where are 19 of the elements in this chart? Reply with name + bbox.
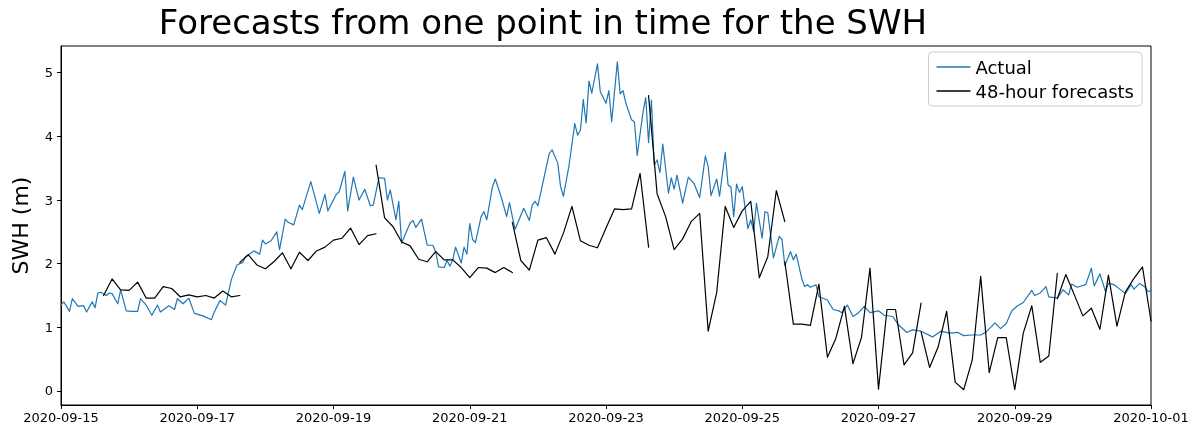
legend-label: 48-hour forecasts	[975, 80, 1135, 102]
y-tick-label: 1	[44, 319, 53, 335]
y-tick-label: 0	[44, 383, 53, 399]
x-tick-label: 2020-09-15	[23, 410, 99, 425]
x-tick-label: 2020-09-17	[159, 410, 236, 425]
x-tick-label: 2020-09-23	[568, 410, 644, 425]
x-tick-label: 2020-10-01	[1113, 410, 1189, 425]
x-tick-label: 2020-09-25	[704, 410, 781, 425]
legend-label: Actual	[975, 56, 1032, 78]
y-tick-label: 5	[44, 65, 53, 81]
y-tick-label: 3	[44, 192, 53, 208]
y-tick-label: 4	[44, 128, 53, 144]
x-tick-label: 2020-09-19	[295, 410, 372, 425]
x-tick-label: 2020-09-27	[840, 410, 917, 425]
x-tick-label: 2020-09-29	[976, 410, 1053, 425]
x-tick-label: 2020-09-21	[431, 410, 508, 425]
y-tick-label: 2	[44, 256, 53, 272]
y-axis-title: SWH (m)	[7, 176, 33, 275]
chart-title: Forecasts from one point in time for the SWH	[158, 2, 928, 42]
